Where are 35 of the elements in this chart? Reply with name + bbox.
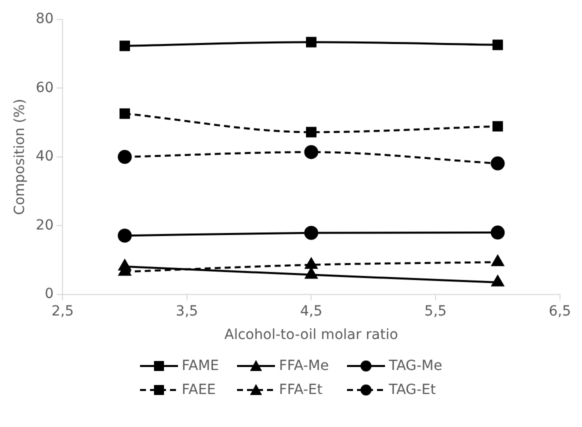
point <box>492 121 503 132</box>
x-tick-label: 2,5 <box>51 303 74 320</box>
point <box>492 255 504 266</box>
point <box>304 226 318 240</box>
point <box>120 108 130 119</box>
y-tick-label: 60 <box>36 80 54 96</box>
legend-label: FAEE <box>182 382 216 398</box>
y-tick-label: 80 <box>36 11 54 28</box>
point <box>492 275 504 286</box>
point <box>305 268 318 279</box>
point <box>118 228 132 243</box>
y-tick-label: 0 <box>44 286 54 302</box>
point <box>304 145 318 160</box>
point <box>306 36 316 48</box>
legend-label: FAME <box>182 358 220 374</box>
y-tick-label: 40 <box>36 148 54 165</box>
point <box>118 260 131 271</box>
x-tick-label: 6,5 <box>548 303 571 320</box>
point <box>490 226 505 240</box>
point <box>305 258 318 269</box>
legend-label: TAG-Me <box>388 358 442 374</box>
x-tick-label: 4,5 <box>300 303 322 320</box>
x-axis-title: Alcohol-to-oil molar ratio <box>224 327 398 344</box>
point <box>306 126 316 138</box>
point <box>490 156 505 170</box>
legend-label: TAG-Et <box>388 382 436 398</box>
x-tick-label: 5,5 <box>424 303 447 320</box>
point <box>118 150 132 164</box>
y-tick-label: 20 <box>36 217 54 234</box>
point <box>120 40 130 52</box>
legend-label: FFA-Et <box>279 382 322 398</box>
y-axis-title: Composition (%) <box>12 98 28 215</box>
legend-label: FFA-Me <box>279 358 329 374</box>
x-tick-label: 3,5 <box>176 303 198 320</box>
point <box>492 40 503 50</box>
